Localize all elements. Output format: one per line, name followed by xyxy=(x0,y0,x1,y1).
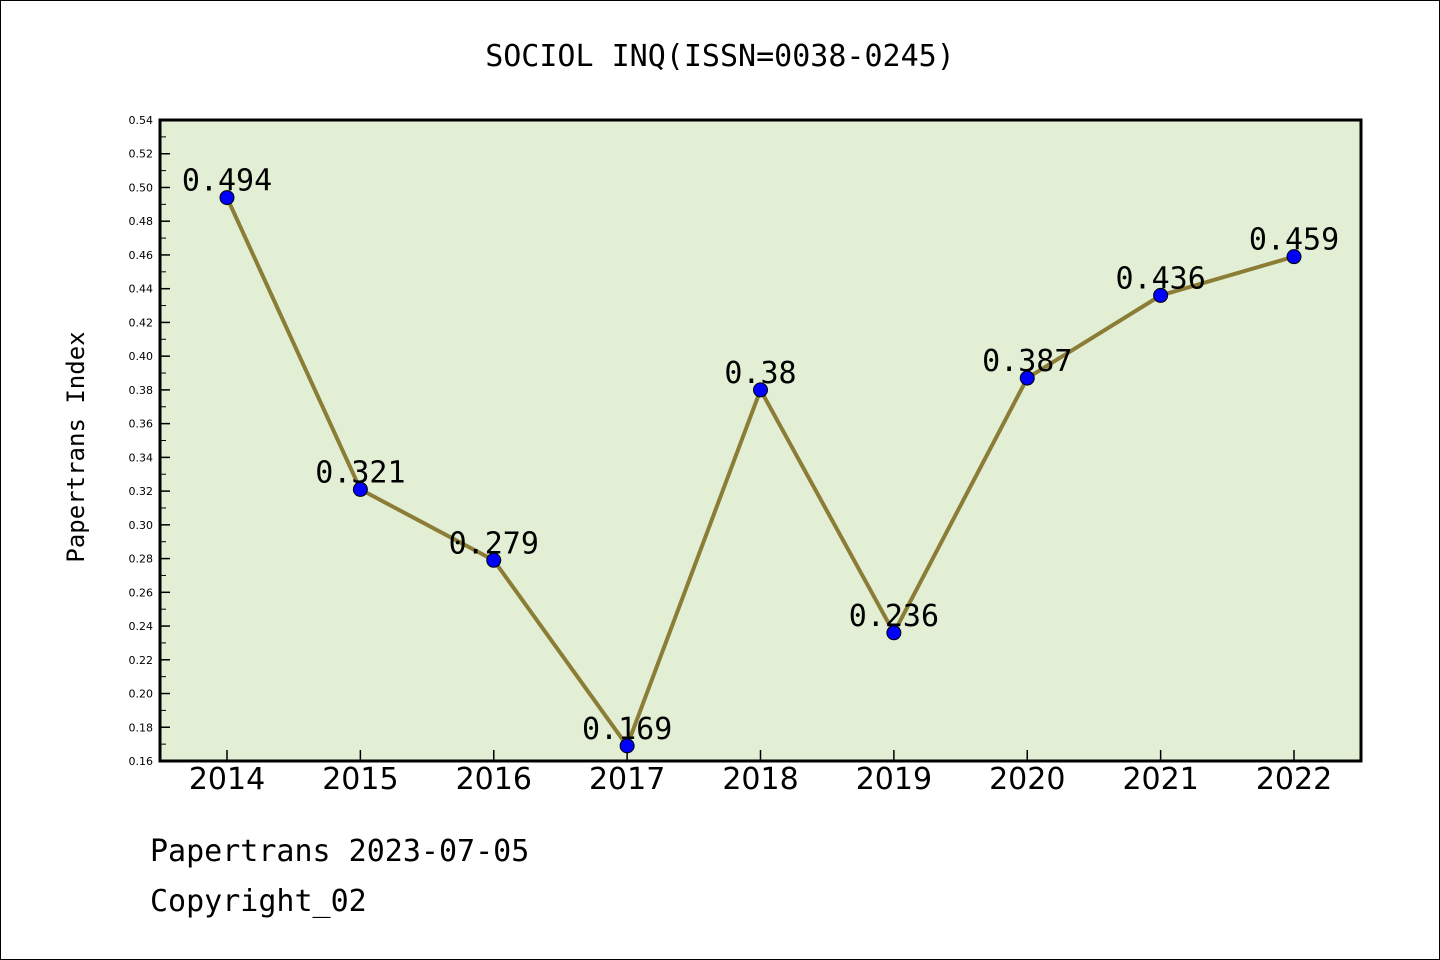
y-axis: 0.16 0.18 0.20 0.22 0.24 0.26 0.28 0.30 0.32 0.34… xyxy=(129,114,170,768)
data-point xyxy=(219,190,235,206)
series-layer: 0.494 0.321 0.279 0.169 0.38 0.236 0.387 0.436 0… xyxy=(182,164,1339,754)
y-tick-label: 0.38 xyxy=(129,384,154,397)
x-tick-label: 2020 xyxy=(989,762,1065,797)
y-tick-label: 0.34 xyxy=(129,451,154,464)
data-label: 0.459 xyxy=(1249,223,1339,258)
y-tick-label: 0.54 xyxy=(129,114,154,127)
data-point xyxy=(1153,287,1169,303)
data-label: 0.321 xyxy=(315,455,405,490)
y-tick-label: 0.20 xyxy=(129,688,154,701)
data-point xyxy=(352,481,368,497)
y-tick-label: 0.26 xyxy=(129,586,154,599)
data-label: 0.494 xyxy=(182,164,272,199)
y-tick-label: 0.18 xyxy=(129,721,154,734)
y-axis-label: Papertrans Index xyxy=(62,331,90,562)
data-point xyxy=(619,738,635,754)
footer-copyright: Copyright_02 xyxy=(150,884,367,919)
data-point xyxy=(1286,249,1302,265)
y-tick-label: 0.46 xyxy=(129,249,154,262)
data-point xyxy=(753,382,768,398)
x-tick-label: 2015 xyxy=(322,762,398,797)
y-tick-label: 0.48 xyxy=(129,215,154,228)
y-tick-label: 0.42 xyxy=(129,316,154,329)
y-tick-label: 0.28 xyxy=(129,553,154,566)
data-label: 0.279 xyxy=(449,526,539,561)
x-tick-label: 2014 xyxy=(189,762,265,797)
data-point xyxy=(486,552,502,568)
data-label: 0.169 xyxy=(582,712,672,747)
y-tick-label: 0.22 xyxy=(129,654,154,667)
y-tick-label: 0.40 xyxy=(129,350,154,363)
data-point xyxy=(886,625,902,641)
x-tick-label: 2018 xyxy=(722,762,798,797)
x-tick-label: 2016 xyxy=(456,762,532,797)
x-axis: 2014 2015 2016 2017 2018 2019 2020 2021 2022 xyxy=(189,750,1332,797)
footer-date: Papertrans 2023-07-05 xyxy=(150,834,530,869)
y-tick-label: 0.52 xyxy=(129,148,154,161)
y-tick-label: 0.44 xyxy=(129,283,154,296)
data-point xyxy=(1019,370,1035,386)
y-tick-label: 0.36 xyxy=(129,418,154,431)
data-label: 0.38 xyxy=(724,356,796,391)
x-tick-label: 2017 xyxy=(589,762,665,797)
x-tick-label: 2019 xyxy=(856,762,932,797)
x-tick-label: 2022 xyxy=(1256,762,1332,797)
y-tick-label: 0.32 xyxy=(129,485,154,498)
y-tick-label: 0.30 xyxy=(129,519,154,532)
y-tick-label: 0.16 xyxy=(129,755,154,768)
plot-area xyxy=(158,118,1363,763)
chart-title: SOCIOL INQ(ISSN=0038-0245) xyxy=(485,39,955,74)
data-label: 0.236 xyxy=(849,599,939,634)
data-label: 0.436 xyxy=(1115,261,1205,296)
data-label: 0.387 xyxy=(982,344,1072,379)
y-tick-label: 0.50 xyxy=(129,181,154,194)
x-tick-label: 2021 xyxy=(1122,762,1198,797)
y-tick-label: 0.24 xyxy=(129,620,154,633)
